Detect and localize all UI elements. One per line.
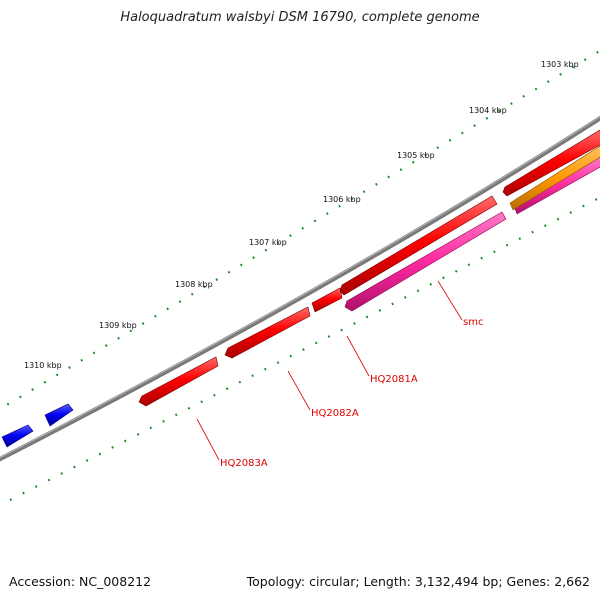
gene-labels: smc HQ2081A HQ2082A HQ2083A xyxy=(220,317,483,469)
genome-summary-text: Topology: circular; Length: 3,132,494 bp… xyxy=(246,574,590,589)
scale-label: 1305 kbp xyxy=(397,151,435,160)
accession-text: Accession: NC_008212 xyxy=(9,574,152,589)
gene-feature-red-long[interactable] xyxy=(339,195,498,296)
scale-label: 1306 kbp xyxy=(323,195,361,204)
outer-scale-ticks xyxy=(0,49,600,411)
gene-label-leaders xyxy=(196,280,463,461)
scale-label: 1304 kbp xyxy=(469,106,507,115)
gene-feature-hq2083a[interactable] xyxy=(138,356,219,407)
inner-scale-ticks xyxy=(9,196,600,501)
scale-labels: 1303 kbp 1304 kbp 1305 kbp 1306 kbp 1307… xyxy=(24,60,579,370)
map-title: Haloquadratum walsbyi DSM 16790, complet… xyxy=(120,10,480,25)
scale-label: 1308 kbp xyxy=(175,280,213,289)
gene-feature-blue[interactable] xyxy=(1,424,34,448)
gene-label-hq2082a: HQ2082A xyxy=(311,408,359,419)
scale-label: 1309 kbp xyxy=(99,321,137,330)
gene-label-hq2081a: HQ2081A xyxy=(370,374,418,385)
gene-feature-hq2081a[interactable] xyxy=(311,287,343,313)
genome-backbone xyxy=(0,115,600,462)
gene-label-smc: smc xyxy=(463,317,483,328)
scale-label: 1307 kbp xyxy=(249,238,287,247)
gene-feature-orange[interactable] xyxy=(509,145,600,211)
gene-feature-hq2082a[interactable] xyxy=(224,306,311,359)
scale-label: 1303 kbp xyxy=(541,60,579,69)
gene-feature-smc[interactable] xyxy=(344,211,507,312)
gene-feature-red-right[interactable] xyxy=(502,129,600,197)
gene-label-hq2083a: HQ2083A xyxy=(220,458,268,469)
scale-label: 1310 kbp xyxy=(24,361,62,370)
gene-feature-blue[interactable] xyxy=(44,403,74,427)
